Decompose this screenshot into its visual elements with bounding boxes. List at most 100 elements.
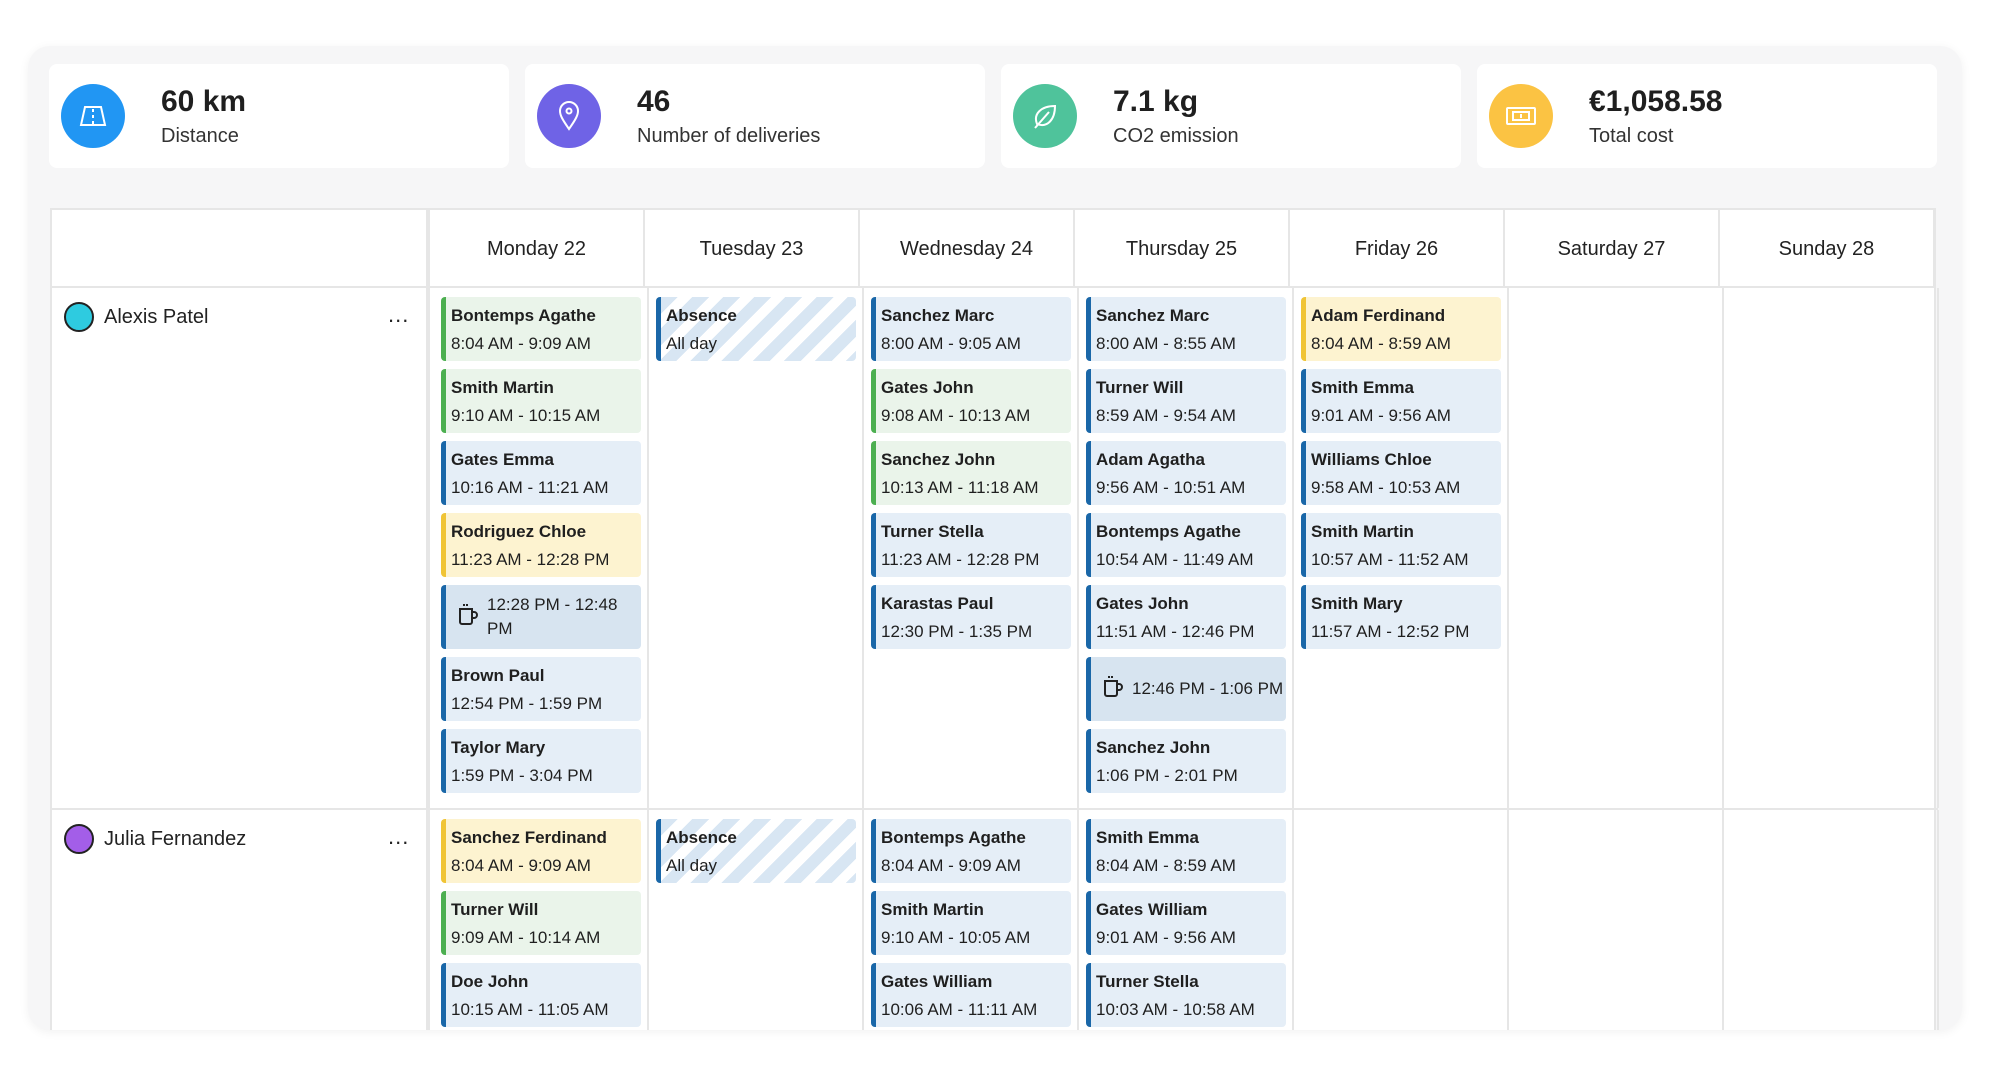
more-options-button[interactable]: ... xyxy=(388,302,410,327)
day-cell: Bontemps Agathe 8:04 AM - 9:09 AM Smith Ma… xyxy=(864,810,1079,1030)
event-time: 9:56 AM - 10:51 AM xyxy=(1096,478,1246,497)
delivery-event[interactable]: Rodriguez Chloe 11:23 AM - 12:28 PM xyxy=(441,513,641,577)
stat-text: €1,058.58 Total cost xyxy=(1589,85,1722,148)
event-time: 12:30 PM - 1:35 PM xyxy=(881,622,1033,641)
stat-label: Number of deliveries xyxy=(637,124,821,147)
delivery-event[interactable]: Gates Emma 10:16 AM - 11:21 AM xyxy=(441,441,641,505)
driver-cell: Alexis Patel... xyxy=(52,288,430,808)
day-header: Friday 26 xyxy=(1290,210,1505,288)
delivery-event[interactable]: Smith Mary 11:57 AM - 12:52 PM xyxy=(1301,585,1501,649)
day-header: Tuesday 23 xyxy=(645,210,860,288)
event-time: 10:54 AM - 11:49 AM xyxy=(1096,550,1254,569)
delivery-event[interactable]: Sanchez Ferdinand 8:04 AM - 9:09 AM xyxy=(441,819,641,883)
event-name: Taylor Mary xyxy=(451,738,546,757)
event-name: Smith Mary xyxy=(1311,594,1403,613)
event-name: Absence xyxy=(666,306,737,325)
map-pin-icon xyxy=(537,84,601,148)
delivery-event[interactable]: Adam Agatha 9:56 AM - 10:51 AM xyxy=(1086,441,1286,505)
day-cell xyxy=(1509,810,1724,1030)
delivery-event[interactable]: Gates John 9:08 AM - 10:13 AM xyxy=(871,369,1071,433)
delivery-event[interactable]: Smith Martin 10:57 AM - 11:52 AM xyxy=(1301,513,1501,577)
stat-value: 60 km xyxy=(161,84,247,118)
event-name: Turner Stella xyxy=(1096,972,1199,991)
delivery-event[interactable]: Turner Stella 10:03 AM - 10:58 AM xyxy=(1086,963,1286,1027)
event-time: 11:23 AM - 12:28 PM xyxy=(881,550,1040,569)
delivery-event[interactable]: Gates John 11:51 AM - 12:46 PM xyxy=(1086,585,1286,649)
stat-text: 46 Number of deliveries xyxy=(637,85,820,148)
day-cell xyxy=(1724,810,1939,1030)
delivery-event[interactable]: Smith Emma 9:01 AM - 9:56 AM xyxy=(1301,369,1501,433)
event-name: Smith Martin xyxy=(881,900,984,919)
stat-label: Total cost xyxy=(1589,124,1674,147)
event-time: 11:23 AM - 12:28 PM xyxy=(451,550,610,569)
day-cell xyxy=(1724,288,1939,808)
stat-label: CO2 emission xyxy=(1113,124,1239,147)
delivery-event[interactable]: Bontemps Agathe 8:04 AM - 9:09 AM xyxy=(871,819,1071,883)
delivery-event[interactable]: Gates William 10:06 AM - 11:11 AM xyxy=(871,963,1071,1027)
delivery-event[interactable]: Sanchez John 10:13 AM - 11:18 AM xyxy=(871,441,1071,505)
event-time: 1:59 PM - 3:04 PM xyxy=(451,766,593,785)
event-time: 10:13 AM - 11:18 AM xyxy=(881,478,1039,497)
event-name: Smith Martin xyxy=(451,378,554,397)
event-name: Brown Paul xyxy=(451,666,545,685)
event-time: 9:10 AM - 10:15 AM xyxy=(451,406,601,425)
break-event[interactable]: 12:46 PM - 1:06 PM xyxy=(1086,657,1286,721)
day-header: Saturday 27 xyxy=(1505,210,1720,288)
absence-event[interactable]: Absence All day xyxy=(656,819,856,883)
event-time: 9:08 AM - 10:13 AM xyxy=(881,406,1031,425)
delivery-event[interactable]: Sanchez Marc 8:00 AM - 9:05 AM xyxy=(871,297,1071,361)
event-time: 1:06 PM - 2:01 PM xyxy=(1096,766,1238,785)
delivery-event[interactable]: Williams Chloe 9:58 AM - 10:53 AM xyxy=(1301,441,1501,505)
more-options-button[interactable]: ... xyxy=(388,824,410,849)
event-time: 9:01 AM - 9:56 AM xyxy=(1311,406,1451,425)
break-event[interactable]: 12:28 PM - 12:48 PM xyxy=(441,585,641,649)
driver-column-header xyxy=(52,210,430,288)
event-time: All day xyxy=(666,334,718,353)
day-cell: Sanchez Marc 8:00 AM - 8:55 AM Turner Will… xyxy=(1079,288,1294,808)
delivery-event[interactable]: Smith Emma 8:04 AM - 8:59 AM xyxy=(1086,819,1286,883)
road-icon xyxy=(61,84,125,148)
day-header: Sunday 28 xyxy=(1720,210,1935,288)
event-time: 11:57 AM - 12:52 PM xyxy=(1311,622,1470,641)
driver-cell: Julia Fernandez... xyxy=(52,810,430,1030)
event-time: All day xyxy=(666,856,718,875)
event-time: 8:00 AM - 8:55 AM xyxy=(1096,334,1236,353)
event-time: 8:04 AM - 8:59 AM xyxy=(1096,856,1236,875)
delivery-event[interactable]: Turner Stella 11:23 AM - 12:28 PM xyxy=(871,513,1071,577)
delivery-event[interactable]: Doe John 10:15 AM - 11:05 AM xyxy=(441,963,641,1027)
day-cell xyxy=(1294,810,1509,1030)
delivery-event[interactable]: Taylor Mary 1:59 PM - 3:04 PM xyxy=(441,729,641,793)
event-name: Karastas Paul xyxy=(881,594,994,613)
absence-event[interactable]: Absence All day xyxy=(656,297,856,361)
stat-card-total-cost: €1,058.58 Total cost xyxy=(1477,64,1937,168)
day-cell: Sanchez Ferdinand 8:04 AM - 9:09 AM Turner… xyxy=(434,810,649,1030)
event-name: Williams Chloe xyxy=(1311,450,1432,469)
delivery-event[interactable]: Karastas Paul 12:30 PM - 1:35 PM xyxy=(871,585,1071,649)
delivery-event[interactable]: Turner Will 8:59 AM - 9:54 AM xyxy=(1086,369,1286,433)
event-name: Sanchez Ferdinand xyxy=(451,828,607,847)
event-time: 8:59 AM - 9:54 AM xyxy=(1096,406,1236,425)
delivery-event[interactable]: Brown Paul 12:54 PM - 1:59 PM xyxy=(441,657,641,721)
event-name: Rodriguez Chloe xyxy=(451,522,587,541)
day-header: Wednesday 24 xyxy=(860,210,1075,288)
leaf-icon xyxy=(1013,84,1077,148)
delivery-event[interactable]: Smith Martin 9:10 AM - 10:15 AM xyxy=(441,369,641,433)
coffee-cup-icon xyxy=(1102,674,1124,705)
delivery-event[interactable]: Sanchez John 1:06 PM - 2:01 PM xyxy=(1086,729,1286,793)
delivery-event[interactable]: Turner Will 9:09 AM - 10:14 AM xyxy=(441,891,641,955)
event-time: 10:06 AM - 11:11 AM xyxy=(881,1000,1038,1019)
delivery-event[interactable]: Smith Martin 9:10 AM - 10:05 AM xyxy=(871,891,1071,955)
delivery-event[interactable]: Gates William 9:01 AM - 9:56 AM xyxy=(1086,891,1286,955)
stats-cards: 60 km Distance 46 Number of deliveries 7.1 k… xyxy=(49,64,1937,168)
stat-value: €1,058.58 xyxy=(1589,84,1723,118)
day-cell: Absence All day xyxy=(649,810,864,1030)
delivery-event[interactable]: Sanchez Marc 8:00 AM - 8:55 AM xyxy=(1086,297,1286,361)
delivery-event[interactable]: Adam Ferdinand 8:04 AM - 8:59 AM xyxy=(1301,297,1501,361)
delivery-event[interactable]: Bontemps Agathe 8:04 AM - 9:09 AM xyxy=(441,297,641,361)
event-name: Turner Will xyxy=(1096,378,1184,397)
day-header-row: Monday 22 Tuesday 23 Wednesday 24 Thursday … xyxy=(52,210,1935,288)
dashboard-panel: 60 km Distance 46 Number of deliveries 7.1 k… xyxy=(28,46,1962,1030)
event-name: Adam Agatha xyxy=(1096,450,1205,469)
driver-name: Julia Fernandez xyxy=(64,824,246,854)
delivery-event[interactable]: Bontemps Agathe 10:54 AM - 11:49 AM xyxy=(1086,513,1286,577)
